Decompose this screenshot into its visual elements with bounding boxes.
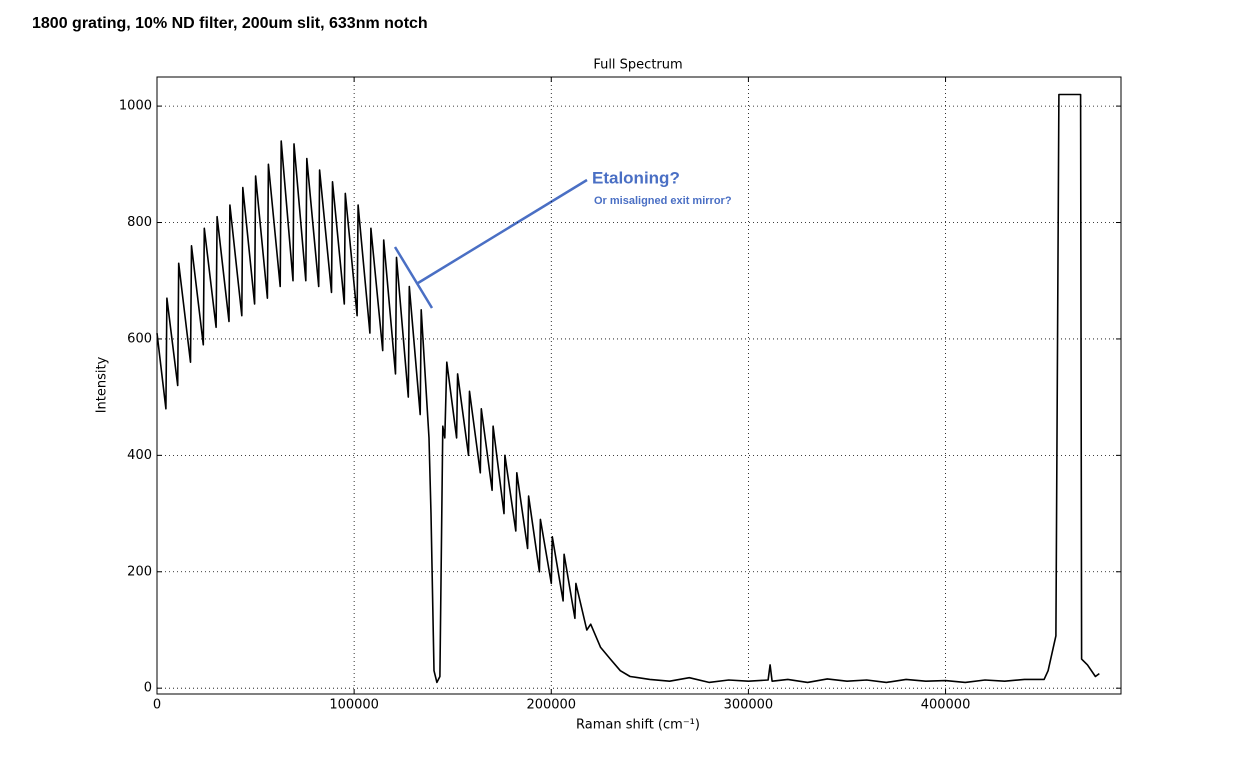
y-tick-label: 400 xyxy=(127,448,152,463)
x-tick-label: 400000 xyxy=(921,698,971,713)
x-tick-label: 200000 xyxy=(526,698,576,713)
y-tick-label: 600 xyxy=(127,331,152,346)
y-tick-label: 1000 xyxy=(119,99,152,114)
y-axis-label: Intensity xyxy=(95,356,110,413)
x-axis-label: Raman shift (cm⁻¹) xyxy=(576,718,700,733)
spectrum-line xyxy=(156,93,1100,684)
y-tick-label: 800 xyxy=(127,215,152,230)
x-tick-label: 0 xyxy=(153,698,161,713)
annotation-line xyxy=(393,246,434,309)
page-title: 1800 grating, 10% ND filter, 200um slit,… xyxy=(32,15,428,32)
chart-title: Full Spectrum xyxy=(593,58,682,73)
plot-frame xyxy=(156,76,1122,695)
annotation-line xyxy=(417,178,588,285)
y-tick-label: 0 xyxy=(144,681,152,696)
annotation: Or misaligned exit mirror? xyxy=(594,195,732,207)
y-tick-label: 200 xyxy=(127,564,152,579)
x-tick-label: 100000 xyxy=(329,698,379,713)
x-tick-label: 300000 xyxy=(724,698,774,713)
annotation: Etaloning? xyxy=(592,168,680,187)
